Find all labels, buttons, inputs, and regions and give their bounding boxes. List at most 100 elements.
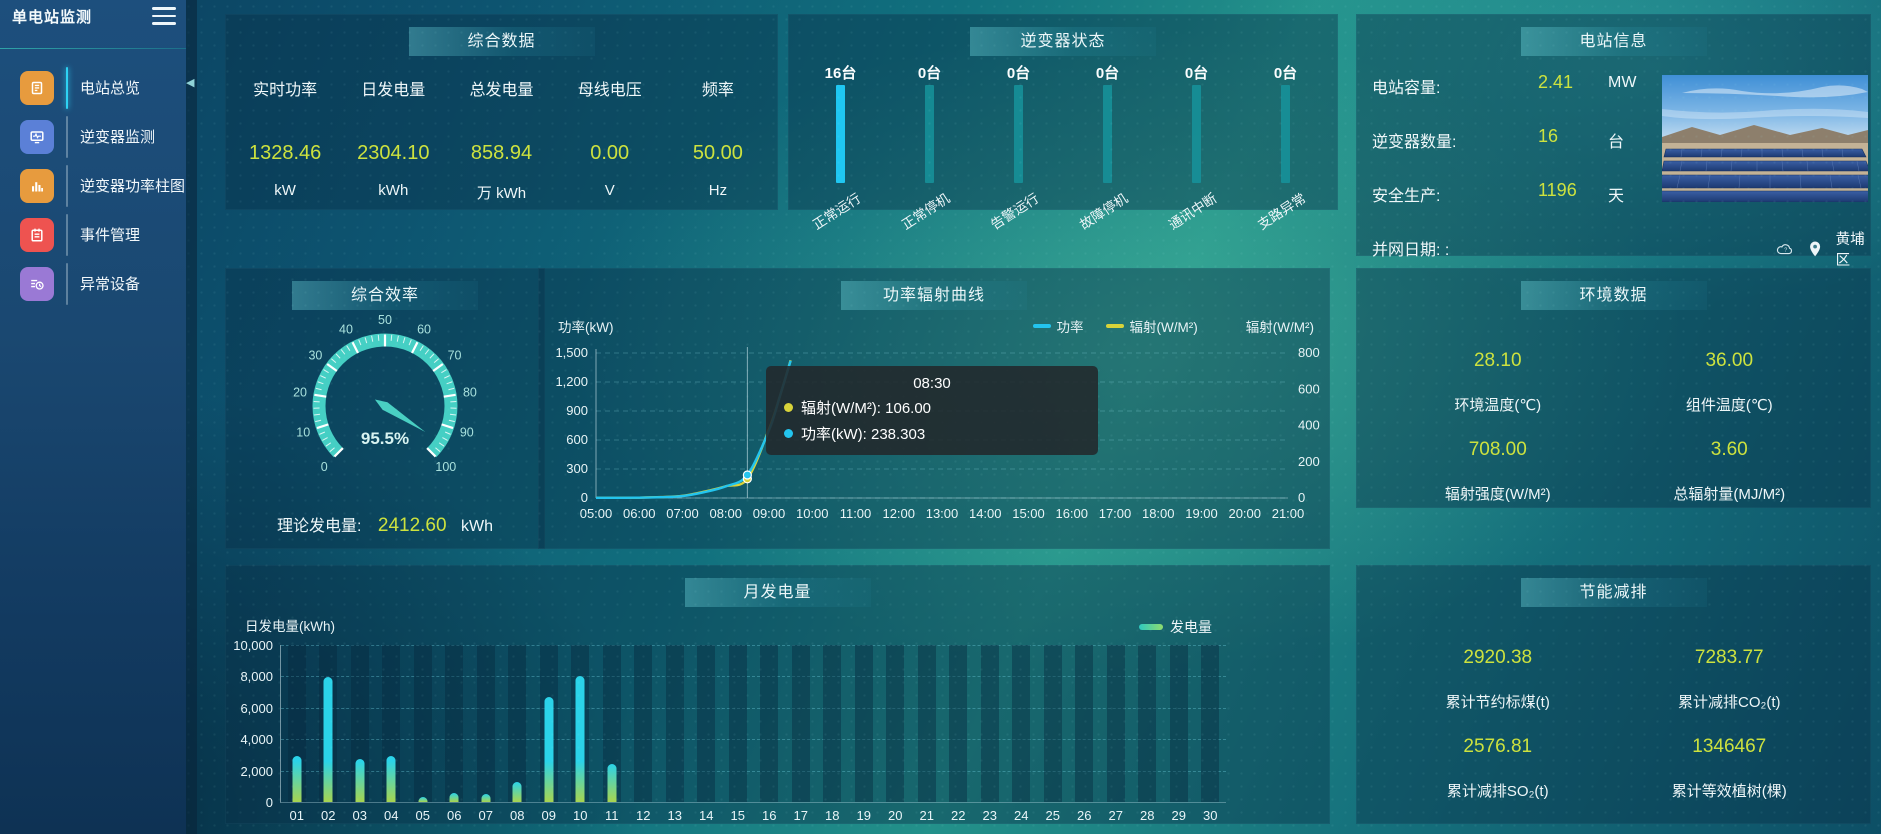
sidebar-item-2[interactable]: 逆变器监测 bbox=[0, 112, 186, 161]
svg-text:1,200: 1,200 bbox=[555, 374, 588, 389]
radiation-dot bbox=[784, 403, 793, 412]
sidebar-item-4[interactable]: 事件管理 bbox=[0, 210, 186, 259]
saving-stat-label: 累计节约标煤(t) bbox=[1445, 694, 1550, 711]
svg-text:15:00: 15:00 bbox=[1012, 506, 1045, 521]
environment-stat-label: 环境温度(℃) bbox=[1454, 397, 1542, 414]
svg-text:10:00: 10:00 bbox=[796, 506, 829, 521]
bar-backdrop bbox=[1075, 645, 1094, 802]
power-dot bbox=[784, 429, 793, 438]
svg-text:600: 600 bbox=[1298, 381, 1320, 396]
bar-backdrop bbox=[760, 645, 779, 802]
svg-text:11:00: 11:00 bbox=[840, 506, 872, 521]
svg-text:07:00: 07:00 bbox=[666, 506, 699, 521]
svg-text:1,500: 1,500 bbox=[555, 345, 588, 360]
metric-label: 日发电量 bbox=[361, 82, 426, 99]
legend-label: 功率 bbox=[1056, 320, 1084, 335]
bar-xtick-label: 29 bbox=[1171, 808, 1186, 823]
sidebar-collapse-strip[interactable]: ◀ bbox=[186, 0, 197, 834]
bar-ytick-label: 8,000 bbox=[240, 669, 273, 685]
tooltip-radiation: 辐射(W/M²): 106.00 bbox=[801, 400, 932, 417]
radiation-axis-name: 辐射(W/M²) bbox=[1245, 320, 1314, 335]
theory-generation-label: 理论发电量: bbox=[276, 518, 362, 535]
bar-column: 09 bbox=[533, 645, 565, 823]
legend-item-power[interactable]: 功率 bbox=[1032, 316, 1084, 336]
inverter-bar bbox=[1192, 85, 1201, 183]
generation-bar bbox=[323, 677, 333, 802]
monthly-legend[interactable]: 发电量 bbox=[1139, 617, 1212, 637]
svg-text:17:00: 17:00 bbox=[1099, 506, 1132, 521]
metric-label: 实时功率 bbox=[253, 82, 318, 99]
power-axis-name: 功率(kW) bbox=[558, 320, 614, 335]
inverter-status-group: 16台 正常运行 bbox=[796, 62, 885, 233]
generation-bar bbox=[418, 796, 428, 802]
inverter-count: 0台 bbox=[917, 65, 942, 82]
inverter-bar bbox=[925, 85, 934, 183]
bar-xtick-label: 07 bbox=[478, 808, 493, 823]
bar-xtick-label: 19 bbox=[856, 808, 871, 823]
bar-backdrop bbox=[1043, 645, 1062, 802]
bar-column: 02 bbox=[313, 645, 345, 823]
bar-xtick-label: 06 bbox=[447, 808, 462, 823]
station-row-unit: MW bbox=[1608, 74, 1637, 91]
inverter-state-label: 支路异常 bbox=[1254, 190, 1309, 233]
legend-item-radiation[interactable]: 辐射(W/M²) bbox=[1105, 316, 1198, 336]
environment-grid: 28.10 环境温度(℃) 36.00 组件温度(℃) 708.00 辐射强度(W/M²)… bbox=[1382, 344, 1845, 518]
panel-efficiency-title: 综合效率 bbox=[292, 281, 478, 310]
bar-backdrop bbox=[445, 645, 464, 802]
legend-dash-icon bbox=[1032, 324, 1051, 328]
sidebar-item-1[interactable]: 电站总览 bbox=[0, 63, 186, 112]
bar-column: 20 bbox=[880, 645, 912, 823]
bar-xtick-label: 17 bbox=[793, 808, 808, 823]
svg-text:20:00: 20:00 bbox=[1228, 506, 1261, 521]
weather-cloud-icon[interactable]: ? bbox=[1776, 241, 1795, 258]
inverter-bar bbox=[1281, 85, 1290, 183]
location-pin-icon[interactable] bbox=[1809, 239, 1821, 259]
sidebar: 单电站监测 电站总览 逆变器监测 逆变器功率柱图 事件管理异常设备 bbox=[0, 0, 186, 834]
inverter-state-label: 正常停机 bbox=[898, 190, 953, 233]
theory-generation-row: 理论发电量: 2412.60 kWh bbox=[225, 512, 545, 537]
bar-backdrop bbox=[665, 645, 684, 802]
event-note-icon bbox=[20, 217, 54, 252]
svg-text:30: 30 bbox=[308, 348, 322, 362]
station-info-row: 安全生产: 1196 天 bbox=[1372, 174, 1662, 228]
panel-saving: 节能减排 2920.38 累计节约标煤(t) 7283.77 累计减排CO₂(t) 25… bbox=[1356, 565, 1871, 824]
summary-metric: 频率 50.00 Hz bbox=[664, 58, 772, 210]
environment-stat: 3.60 总辐射量(MJ/M²) bbox=[1614, 433, 1846, 518]
efficiency-gauge: 0 10 20 30 40 50 60 70 80 90 100 95.5% bbox=[270, 308, 500, 513]
bar-xtick-label: 25 bbox=[1045, 808, 1060, 823]
station-row-label: 电站容量: bbox=[1372, 80, 1441, 97]
bar-xtick-label: 08 bbox=[510, 808, 525, 823]
svg-text:200: 200 bbox=[1298, 454, 1320, 469]
app-title: 单电站监测 bbox=[12, 9, 93, 26]
inverter-status-group: 0台 故障停机 bbox=[1063, 62, 1152, 233]
svg-text:10: 10 bbox=[296, 426, 310, 440]
bar-column: 26 bbox=[1069, 645, 1101, 823]
bar-backdrop bbox=[508, 645, 527, 802]
svg-text:08:00: 08:00 bbox=[709, 506, 742, 521]
monthly-bar-chart: 10,000 8,000 6,000 4,000 2,000 0 01 02 03 04 05 06 0… bbox=[233, 638, 1226, 823]
svg-text:100: 100 bbox=[435, 460, 456, 474]
sidebar-item-5[interactable]: 异常设备 bbox=[0, 259, 186, 308]
inverter-status-group: 0台正常停机 bbox=[885, 62, 974, 233]
bar-column: 06 bbox=[439, 645, 471, 823]
sidebar-item-3[interactable]: 逆变器功率柱图 bbox=[0, 161, 186, 210]
bar-column: 05 bbox=[407, 645, 439, 823]
bar-column: 22 bbox=[943, 645, 975, 823]
sidebar-item-label: 异常设备 bbox=[80, 276, 141, 293]
generation-bar bbox=[292, 756, 302, 802]
inverter-state-label: 告警运行 bbox=[987, 190, 1042, 233]
saving-grid: 2920.38 累计节约标煤(t) 7283.77 累计减排CO₂(t) 2576.81… bbox=[1382, 641, 1845, 815]
saving-stat-value: 7283.77 bbox=[1694, 647, 1764, 668]
svg-text:400: 400 bbox=[1298, 418, 1320, 433]
bar-backdrop bbox=[413, 645, 432, 802]
svg-text:13:00: 13:00 bbox=[926, 506, 959, 521]
station-row-unit: 台 bbox=[1608, 134, 1625, 151]
svg-text:90: 90 bbox=[460, 426, 474, 440]
inverter-monitor-icon bbox=[20, 119, 54, 154]
svg-text:21:00: 21:00 bbox=[1272, 506, 1305, 521]
bar-gridline bbox=[281, 676, 1226, 678]
hamburger-menu-icon[interactable] bbox=[152, 7, 176, 25]
bar-column: 19 bbox=[848, 645, 880, 823]
panel-efficiency: 综合效率 0 10 20 30 40 50 60 70 80 90 100 95.5% 理论发电量: … bbox=[225, 268, 545, 549]
inverter-count: 0台 bbox=[1184, 65, 1209, 82]
